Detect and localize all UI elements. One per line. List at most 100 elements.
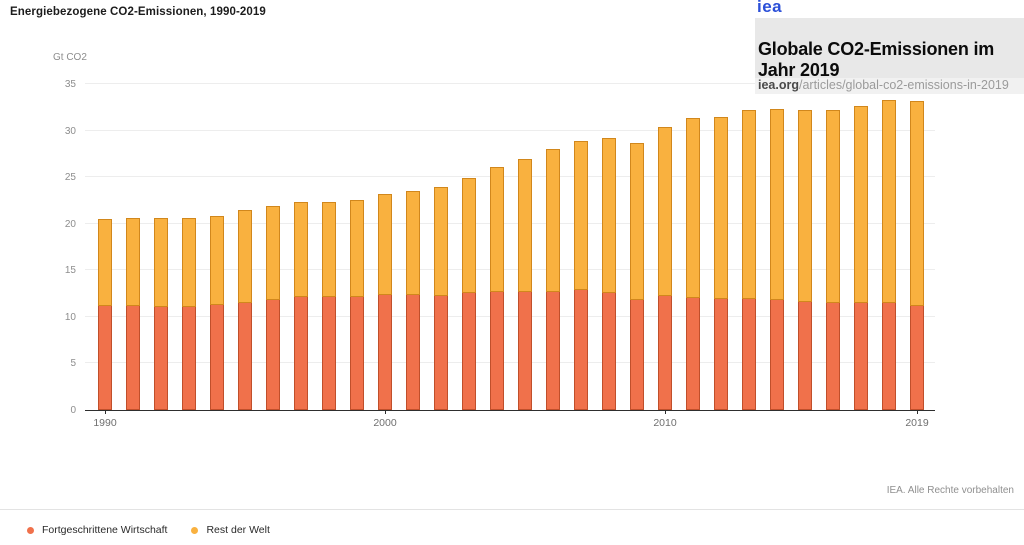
- x-tick-label: 1990: [93, 417, 117, 429]
- bar-2000-rest-of-world[interactable]: [378, 193, 392, 295]
- bar-1992-advanced-economies[interactable]: [154, 305, 168, 410]
- bar-2018-rest-of-world[interactable]: [882, 99, 896, 303]
- bar-2004-rest-of-world[interactable]: [490, 166, 504, 292]
- bar-2002-rest-of-world[interactable]: [434, 187, 448, 296]
- bar-2014-rest-of-world[interactable]: [770, 109, 784, 301]
- article-title: Globale CO2-Emissionen im Jahr 2019: [758, 39, 995, 80]
- bar-2001-rest-of-world[interactable]: [406, 191, 420, 295]
- bar-2003-rest-of-world[interactable]: [462, 178, 476, 293]
- legend-dot: [191, 526, 199, 534]
- bar-2011-rest-of-world[interactable]: [686, 118, 700, 299]
- bar-1991-advanced-economies[interactable]: [126, 304, 140, 410]
- bar-2013-rest-of-world[interactable]: [742, 110, 756, 300]
- bar-2007-advanced-economies[interactable]: [574, 288, 588, 410]
- bar-2017-rest-of-world[interactable]: [854, 106, 868, 303]
- bar-1991-rest-of-world[interactable]: [126, 218, 140, 306]
- bar-1990-rest-of-world[interactable]: [98, 219, 112, 306]
- bar-2014-advanced-economies[interactable]: [770, 299, 784, 410]
- bar-2006-advanced-economies[interactable]: [546, 290, 560, 410]
- bar-1999-rest-of-world[interactable]: [350, 199, 364, 298]
- x-tick: [665, 410, 666, 414]
- y-tick-label: 10: [64, 311, 76, 323]
- bar-1997-rest-of-world[interactable]: [294, 202, 308, 298]
- article-url[interactable]: iea.org/articles/global-co2-emissions-in…: [755, 78, 1024, 94]
- bar-2000-advanced-economies[interactable]: [378, 293, 392, 410]
- bar-1993-rest-of-world[interactable]: [182, 218, 196, 307]
- bar-2016-rest-of-world[interactable]: [826, 110, 840, 303]
- bar-2013-advanced-economies[interactable]: [742, 298, 756, 410]
- bar-2010-rest-of-world[interactable]: [658, 126, 672, 297]
- bar-2019-advanced-economies[interactable]: [910, 304, 924, 410]
- y-tick-label: 0: [70, 405, 76, 416]
- y-tick-label: 30: [64, 125, 76, 137]
- x-tick-label: 2010: [653, 417, 677, 429]
- gridline: [85, 315, 935, 317]
- bar-2012-rest-of-world[interactable]: [714, 116, 728, 300]
- bar-2005-advanced-economies[interactable]: [518, 290, 532, 410]
- y-tick-label: 15: [64, 265, 76, 277]
- x-tick: [385, 410, 386, 414]
- bar-1993-advanced-economies[interactable]: [182, 305, 196, 410]
- article-url-path[interactable]: /articles/global-co2-emissions-in-2019: [799, 78, 1009, 92]
- y-axis-unit-label: Gt CO2: [53, 52, 87, 63]
- y-tick-label: 5: [70, 358, 76, 370]
- stacked-bar-chart-plot-area: 1990 2000 2010 2019: [85, 83, 935, 429]
- iea-logo[interactable]: iea: [757, 0, 783, 16]
- bar-2015-rest-of-world[interactable]: [798, 110, 812, 303]
- x-tick-label: 2000: [373, 417, 397, 429]
- bar-2010-advanced-economies[interactable]: [658, 295, 672, 410]
- bar-1998-rest-of-world[interactable]: [322, 202, 336, 298]
- bar-2017-advanced-economies[interactable]: [854, 301, 868, 410]
- bar-2019-rest-of-world[interactable]: [910, 100, 924, 306]
- bar-1994-advanced-economies[interactable]: [210, 303, 224, 410]
- bar-1992-rest-of-world[interactable]: [154, 218, 168, 307]
- article-overlay-panel: Globale CO2-Emissionen im Jahr 2019: [755, 18, 1024, 80]
- bar-2002-advanced-economies[interactable]: [434, 294, 448, 410]
- bar-2003-advanced-economies[interactable]: [462, 291, 476, 410]
- chart-legend: Fortgeschrittene Wirtschaft Rest der Welt: [27, 524, 270, 536]
- article-url-host[interactable]: iea.org: [758, 78, 799, 92]
- bar-1994-rest-of-world[interactable]: [210, 216, 224, 305]
- gridline: [85, 83, 935, 84]
- bar-2006-rest-of-world[interactable]: [546, 149, 560, 292]
- bar-2016-advanced-economies[interactable]: [826, 301, 840, 410]
- gridline: [85, 269, 935, 271]
- bar-2012-advanced-economies[interactable]: [714, 298, 728, 410]
- bar-2011-advanced-economies[interactable]: [686, 297, 700, 410]
- bar-2008-rest-of-world[interactable]: [602, 138, 616, 293]
- bar-1996-advanced-economies[interactable]: [266, 299, 280, 410]
- chart-title: Energiebezogene CO2-Emissionen, 1990-201…: [10, 6, 266, 18]
- footer-divider: [0, 509, 1024, 510]
- bar-1999-advanced-economies[interactable]: [350, 296, 364, 410]
- bar-2005-rest-of-world[interactable]: [518, 159, 532, 292]
- bar-2015-advanced-economies[interactable]: [798, 301, 812, 410]
- legend-dot: [27, 526, 34, 534]
- bar-2008-advanced-economies[interactable]: [602, 291, 616, 410]
- bar-2001-advanced-economies[interactable]: [406, 293, 420, 410]
- y-tick-label: 35: [64, 79, 76, 90]
- legend-item-advanced-economies[interactable]: Fortgeschrittene Wirtschaft: [27, 524, 167, 536]
- y-tick-label: 20: [64, 218, 76, 230]
- x-tick-label: 2019: [905, 417, 929, 429]
- bar-2009-rest-of-world[interactable]: [630, 142, 644, 301]
- legend-label: Rest der Welt: [206, 524, 270, 536]
- x-tick: [105, 410, 106, 414]
- gridline: [85, 222, 935, 224]
- bar-1996-rest-of-world[interactable]: [266, 206, 280, 301]
- bar-1990-advanced-economies[interactable]: [98, 304, 112, 410]
- bar-2004-advanced-economies[interactable]: [490, 290, 504, 410]
- bar-1998-advanced-economies[interactable]: [322, 296, 336, 410]
- bar-2018-advanced-economies[interactable]: [882, 301, 896, 410]
- x-tick: [917, 410, 918, 414]
- legend-item-rest-of-world[interactable]: Rest der Welt: [191, 524, 270, 536]
- bar-1997-advanced-economies[interactable]: [294, 296, 308, 410]
- bar-1995-rest-of-world[interactable]: [238, 209, 252, 303]
- gridline: [85, 176, 935, 178]
- bar-1995-advanced-economies[interactable]: [238, 301, 252, 410]
- bar-2007-rest-of-world[interactable]: [574, 140, 588, 290]
- legend-label: Fortgeschrittene Wirtschaft: [42, 524, 168, 536]
- bar-2009-advanced-economies[interactable]: [630, 299, 644, 410]
- y-tick-label: 25: [64, 172, 76, 184]
- copyright-notice: IEA. Alle Rechte vorbehalten: [886, 485, 1014, 496]
